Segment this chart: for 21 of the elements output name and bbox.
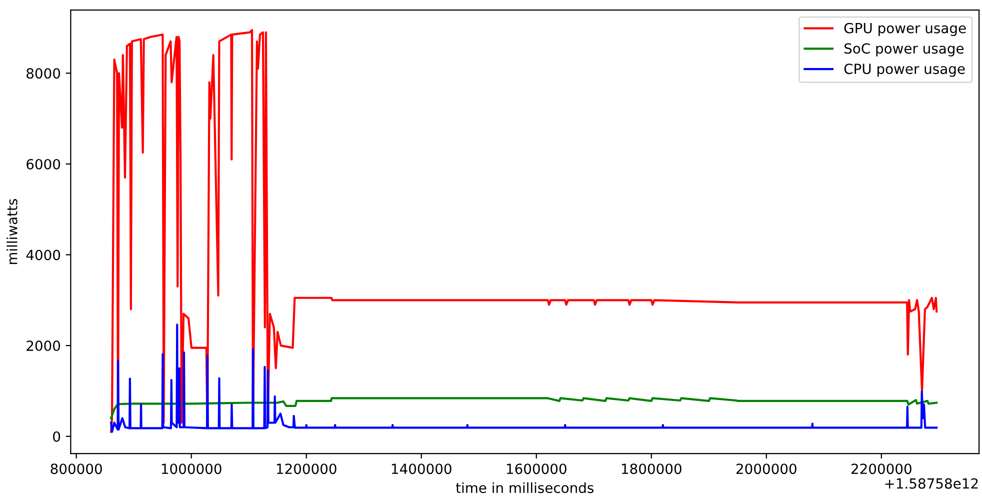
line-series <box>110 324 938 433</box>
x-tick-label: 1600000 <box>506 464 566 474</box>
legend-label: GPU power usage <box>844 22 966 36</box>
line-series <box>110 397 938 420</box>
x-tick-label: 1400000 <box>392 464 452 474</box>
x-tick-label: 1800000 <box>622 464 682 474</box>
y-tick-label: 2000 <box>26 340 60 352</box>
x-tick-label: 1200000 <box>276 464 336 474</box>
y-tick-label: 8000 <box>26 68 60 79</box>
x-tick-label: 800000 <box>50 464 102 474</box>
x-axis-title: time in milliseconds <box>456 482 594 494</box>
y-tick-label: 6000 <box>26 158 60 170</box>
legend-label: CPU power usage <box>844 64 965 77</box>
x-tick-label: 2200000 <box>852 464 912 474</box>
y-tick-label: 0 <box>53 431 60 442</box>
legend-label: SoC power usage <box>844 43 964 56</box>
x-tick-label: 1000000 <box>162 464 222 474</box>
y-tick-label: 4000 <box>26 250 60 260</box>
text: +1.58758e12 <box>885 478 978 489</box>
x-tick-label: 2000000 <box>736 464 796 474</box>
y-axis-title: milliwatts <box>6 199 18 264</box>
